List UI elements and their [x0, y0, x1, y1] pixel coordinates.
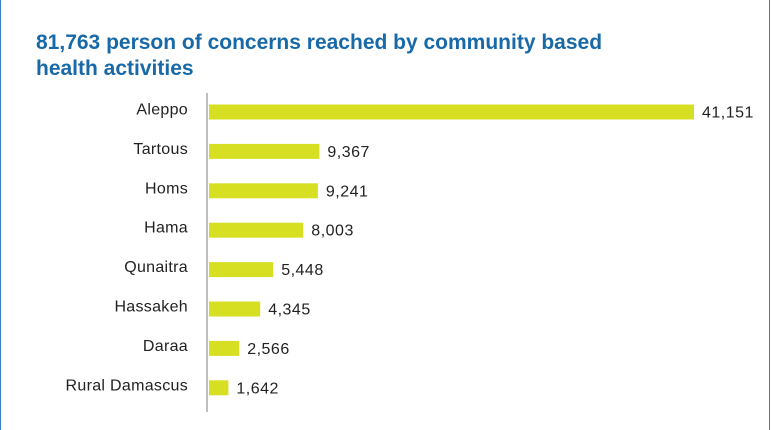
category-label-hassakeh: Hassakeh — [114, 299, 188, 316]
category-label-homs: Homs — [145, 180, 188, 197]
bar-daraa — [209, 340, 240, 356]
bar-rural-damascus — [209, 380, 229, 396]
value-label-hama: 8,003 — [311, 223, 354, 240]
bar-homs — [209, 183, 318, 199]
bar-hassakeh — [209, 301, 261, 317]
category-label-hama: Hama — [144, 220, 188, 237]
value-label-homs: 9,241 — [326, 183, 369, 200]
value-label-qunaitra: 5,448 — [281, 262, 324, 279]
chart-title: 81,763 person of concerns reached by com… — [36, 31, 603, 80]
value-label-aleppo: 41,151 — [702, 105, 754, 122]
bar-aleppo — [209, 104, 694, 120]
category-label-qunaitra: Qunaitra — [124, 259, 188, 276]
bar-tartous — [209, 143, 320, 159]
category-label-aleppo: Aleppo — [136, 102, 188, 119]
category-label-rural-damascus: Rural Damascus — [66, 377, 188, 394]
bar-hama — [209, 222, 304, 238]
category-label-tartous: Tartous — [133, 141, 188, 158]
category-label-daraa: Daraa — [143, 338, 188, 355]
value-label-rural-damascus: 1,642 — [236, 380, 279, 397]
bar-qunaitra — [209, 262, 274, 278]
value-label-tartous: 9,367 — [327, 144, 370, 161]
value-label-daraa: 2,566 — [247, 341, 290, 358]
value-label-hassakeh: 4,345 — [268, 302, 311, 319]
